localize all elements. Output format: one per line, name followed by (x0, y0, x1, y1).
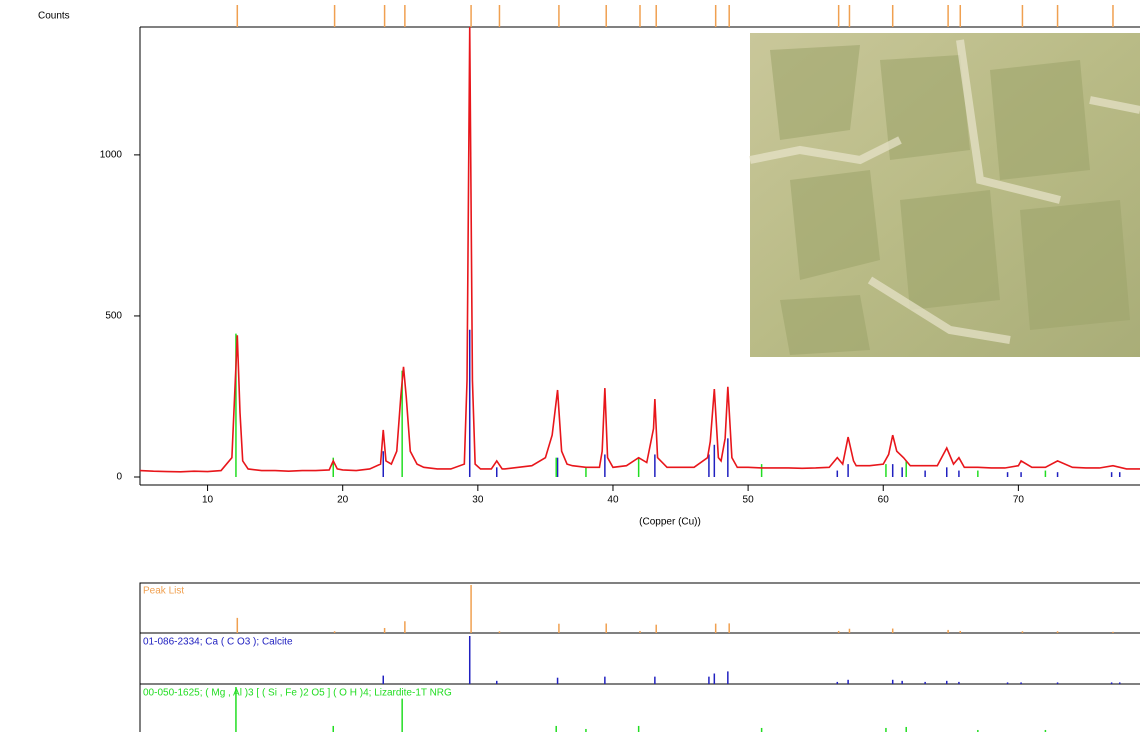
x-tick-label: 20 (337, 495, 349, 506)
y-axis-label: Counts (38, 11, 70, 22)
pattern-name: Peak List (143, 586, 184, 597)
x-tick-label: 50 (743, 495, 755, 506)
pattern-name: 00-050-1625; ( Mg , Al )3 [ ( Si , Fe )2… (143, 688, 452, 699)
plot-area (140, 27, 1140, 477)
x-axis-label: (Copper (Cu)) (639, 517, 701, 528)
photo-inset (749, 33, 1140, 357)
x-tick-label: 30 (472, 495, 484, 506)
x-tick-label: 40 (607, 495, 619, 506)
y-tick-label: 0 (116, 472, 122, 483)
y-tick-label: 500 (105, 311, 122, 322)
pattern-panel (139, 582, 1140, 732)
x-tick-label: 60 (878, 495, 890, 506)
pattern-name: 01-086-2334; Ca ( C O3 ); Calcite (143, 637, 293, 648)
observed-pattern (140, 27, 1140, 473)
x-tick-label: 70 (1013, 495, 1025, 506)
x-tick-label: 10 (202, 495, 214, 506)
y-tick-label: 1000 (100, 150, 123, 161)
